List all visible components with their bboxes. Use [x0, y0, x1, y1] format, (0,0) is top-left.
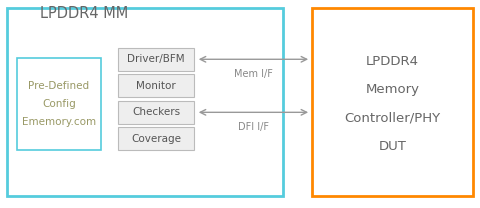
- Text: Pre-Defined: Pre-Defined: [28, 81, 89, 91]
- Bar: [7, 8, 283, 196]
- Text: Driver/BFM: Driver/BFM: [127, 54, 185, 64]
- Bar: [118, 101, 194, 124]
- Text: Mem I/F: Mem I/F: [234, 69, 273, 79]
- Text: Controller/PHY: Controller/PHY: [345, 111, 441, 125]
- Bar: [118, 127, 194, 150]
- Bar: [17, 58, 101, 150]
- Text: Monitor: Monitor: [136, 81, 176, 91]
- Text: Checkers: Checkers: [132, 107, 180, 117]
- Text: DFI I/F: DFI I/F: [238, 122, 269, 132]
- Bar: [118, 74, 194, 97]
- Text: Ememory.com: Ememory.com: [22, 117, 96, 127]
- Bar: [312, 8, 473, 196]
- Text: LPDDR4: LPDDR4: [366, 55, 419, 68]
- Text: DUT: DUT: [379, 140, 407, 153]
- Bar: [118, 48, 194, 71]
- Text: LPDDR4 MM: LPDDR4 MM: [40, 6, 128, 21]
- Text: Memory: Memory: [366, 83, 420, 97]
- Text: Coverage: Coverage: [131, 134, 181, 144]
- Text: Config: Config: [42, 99, 76, 109]
